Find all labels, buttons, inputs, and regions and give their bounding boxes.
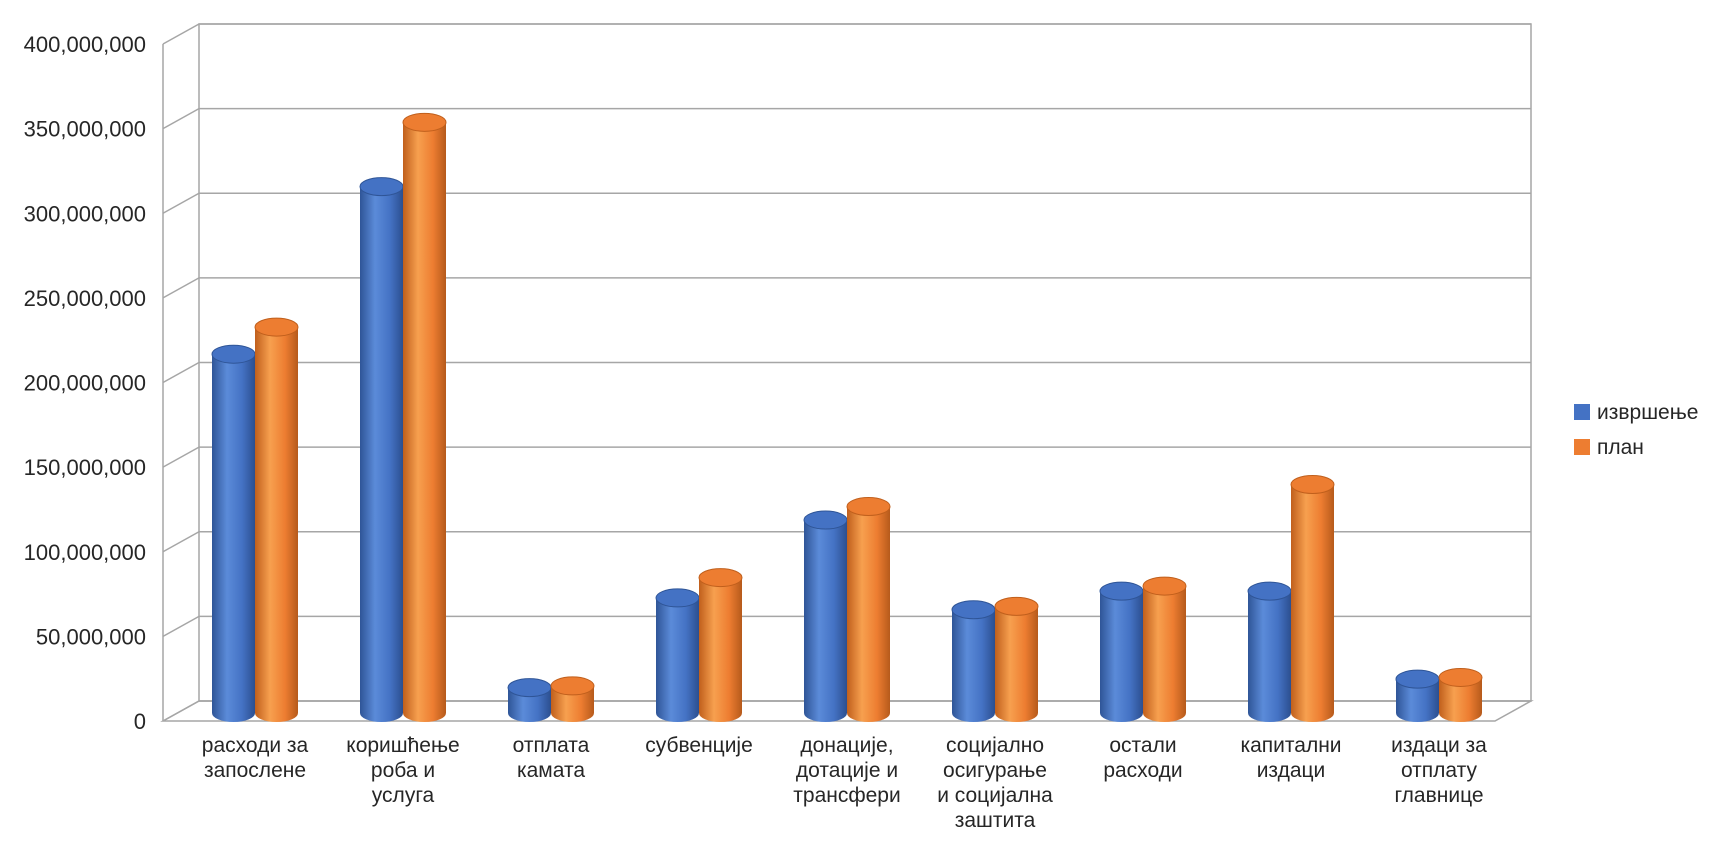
side-gridline (162, 446, 200, 468)
x-tick-label: донације, дотације и трансфери (793, 734, 900, 807)
x-tick-label: субвенције (645, 734, 753, 757)
legend-label: план (1597, 436, 1644, 459)
floor (160, 700, 1534, 722)
side-gridline (162, 23, 200, 45)
y-tick-label: 350,000,000 (24, 117, 146, 142)
legend-item-0: извршење (1574, 401, 1698, 424)
legend-item-1: план (1574, 436, 1644, 459)
x-tick-label: остали расходи (1103, 734, 1182, 782)
y-tick-label: 250,000,000 (24, 286, 146, 311)
bar-1-7 (1290, 475, 1335, 722)
bar-1-3 (698, 568, 743, 722)
bars (211, 112, 1483, 722)
side-gridline (162, 361, 200, 384)
bar-0-7 (1247, 581, 1292, 722)
bar-0-2 (507, 678, 552, 722)
bar-0-3 (655, 588, 700, 722)
y-axis: 0 50,000,000 100,000,000 150,000,000 200,000… (24, 32, 164, 734)
y-tick-label: 0 (134, 709, 146, 734)
bar-0-5 (951, 600, 996, 722)
x-tick-label: коришћење роба и услуга (346, 734, 459, 807)
bar-1-1 (402, 112, 447, 722)
bar-0-1 (359, 177, 404, 722)
bar-1-8 (1438, 667, 1483, 722)
y-tick-label: 50,000,000 (36, 624, 146, 649)
x-tick-label: капитални издаци (1240, 734, 1341, 782)
y-tick-label: 200,000,000 (24, 371, 146, 396)
x-tick-label: расходи за запослене (202, 734, 309, 782)
y-tick-label: 100,000,000 (24, 540, 146, 565)
y-tick-label: 150,000,000 (24, 455, 146, 480)
bar-1-0 (254, 317, 299, 722)
bar-1-4 (846, 497, 891, 722)
side-gridline (162, 277, 200, 299)
legend: извршење план (1574, 401, 1698, 459)
y-tick-label: 300,000,000 (24, 201, 146, 226)
x-tick-label: социјално осигурање и социјална заштита (937, 734, 1053, 832)
bar-1-5 (994, 596, 1039, 722)
x-tick-label: отплата камата (513, 734, 590, 782)
bar-0-8 (1395, 669, 1440, 722)
legend-label: извршење (1597, 401, 1698, 424)
x-tick-label: издаци за отплату главнице (1391, 734, 1487, 807)
y-tick-label: 400,000,000 (24, 32, 146, 57)
side-gridline (162, 107, 200, 130)
bar-0-0 (211, 344, 256, 722)
bar-0-4 (803, 510, 848, 722)
bar-1-6 (1142, 576, 1187, 722)
side-gridline (162, 531, 200, 553)
side-gridline (162, 192, 200, 214)
bar-1-2 (550, 676, 595, 722)
x-axis: расходи за запослене коришћење роба и услуга… (202, 734, 1487, 832)
bar-0-6 (1099, 581, 1144, 722)
legend-swatch (1574, 404, 1590, 420)
legend-swatch (1574, 439, 1590, 455)
side-gridline (162, 615, 200, 638)
